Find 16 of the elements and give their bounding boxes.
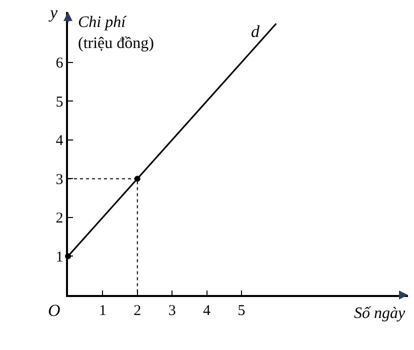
x-tick-label: 3	[168, 302, 176, 319]
text: O	[48, 301, 60, 320]
x-axis-title: Số ngày	[354, 305, 406, 322]
y-tick-label: 6	[56, 56, 64, 72]
y-axis-title: Chi phí (triệu đồng)	[78, 14, 154, 52]
text: y	[48, 3, 58, 22]
y-tick-label: 1	[56, 249, 64, 266]
x-tick-label: 4	[203, 302, 212, 319]
y-tick-label: 4	[56, 133, 64, 150]
annotation: d	[251, 22, 260, 41]
y-tick-label: 5	[56, 94, 64, 110]
y-tick-label: 3	[56, 172, 64, 188]
y-tick-label: 2	[56, 210, 64, 227]
x-tick-label: 2	[134, 302, 142, 319]
x-tick-label: 1	[98, 302, 106, 319]
x-tick-label: 5	[238, 302, 246, 319]
